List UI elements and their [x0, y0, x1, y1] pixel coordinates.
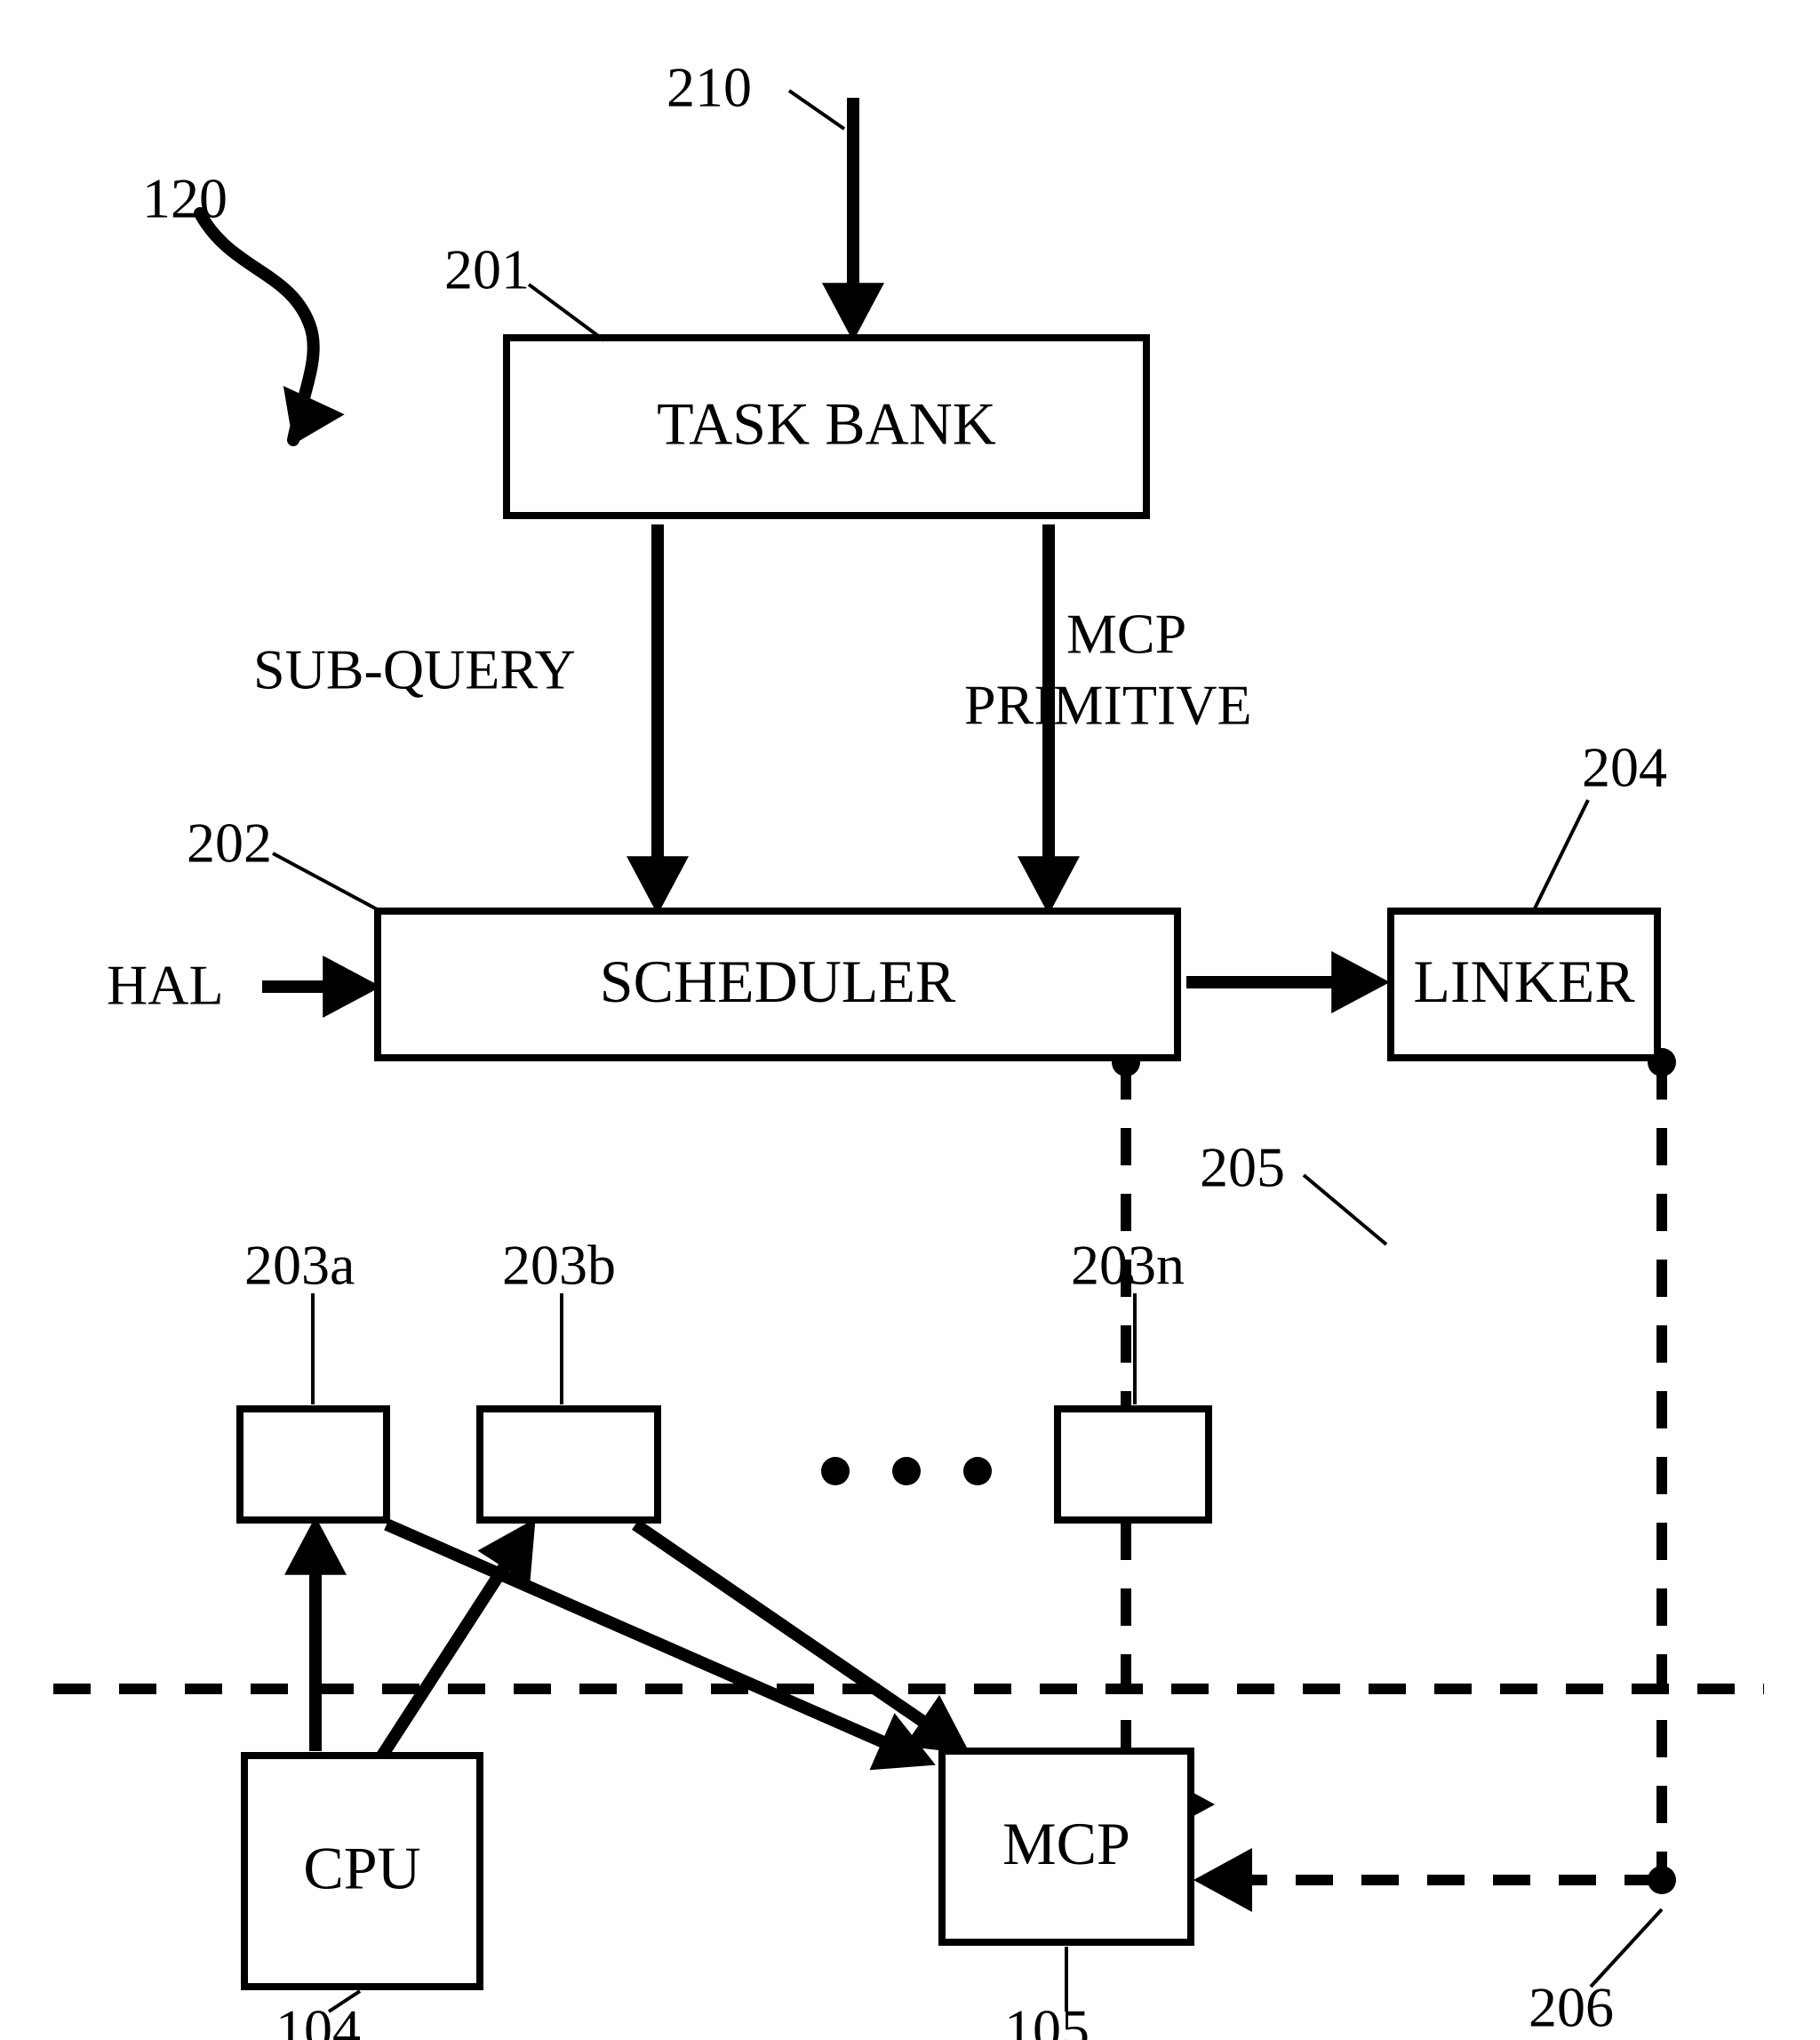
label-mcp_l1: MCP	[1066, 603, 1186, 666]
node-label-task_bank: TASK BANK	[657, 390, 996, 458]
squiggle-head	[283, 386, 345, 444]
leader-l204	[1535, 800, 1588, 908]
ref-r104: 104	[275, 1998, 361, 2040]
node-box_203a	[240, 1409, 387, 1520]
ref-r204: 204	[1582, 736, 1667, 799]
ellipsis-dot	[892, 1457, 921, 1485]
label-sub_query: SUB-QUERY	[253, 638, 576, 701]
ref-r210: 210	[667, 56, 752, 119]
ref-r203n: 203n	[1071, 1234, 1185, 1297]
ref-r203b: 203b	[502, 1234, 616, 1297]
ref-r120: 120	[142, 167, 228, 230]
junction-j206b	[1648, 1866, 1676, 1894]
ellipsis-dot	[821, 1457, 850, 1485]
diagram-canvas: TASK BANK SCHEDULER LINKER CPU MCP 120 210 201…	[0, 0, 1820, 2040]
node-label-scheduler: SCHEDULER	[600, 948, 956, 1015]
leader-l202	[273, 853, 380, 911]
ref-r105: 105	[1004, 1998, 1090, 2040]
ref-r206: 206	[1529, 1976, 1614, 2039]
leader-l205	[1304, 1175, 1386, 1244]
node-box_203b	[480, 1409, 658, 1520]
ref-r203a: 203a	[244, 1234, 355, 1297]
leader-l201	[529, 284, 604, 340]
ref-r205: 205	[1200, 1136, 1285, 1199]
node-label-cpu: CPU	[303, 1835, 420, 1902]
node-label-mcp: MCP	[1002, 1810, 1130, 1877]
ref-r202: 202	[187, 812, 272, 875]
node-label-linker: LINKER	[1413, 948, 1635, 1015]
arrow-a_203b_mcp	[635, 1524, 960, 1747]
ref-r201: 201	[444, 238, 530, 301]
ellipsis-dot	[963, 1457, 992, 1485]
node-box_203n	[1058, 1409, 1209, 1520]
label-mcp_l2: PRIMITIVE	[964, 674, 1252, 737]
label-hal: HAL	[107, 954, 224, 1017]
arrow-a_cpu_203b	[382, 1529, 529, 1756]
leader-l210	[789, 91, 844, 129]
arrow-a_203a_mcp	[387, 1524, 924, 1760]
